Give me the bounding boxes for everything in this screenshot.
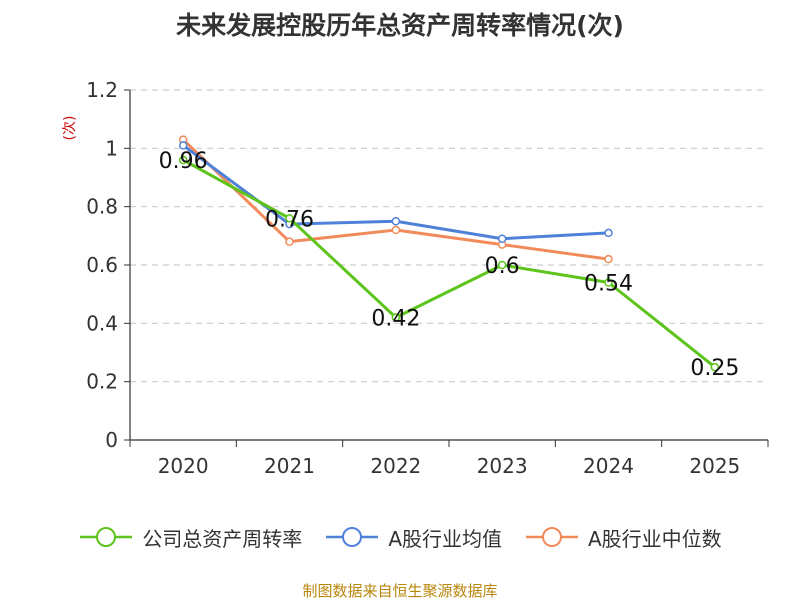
x-tick-label: 2025 [689,454,740,478]
series-line-0 [182,158,716,369]
legend: 公司总资产周转率 A股行业均值 A股行业中位数 [0,520,800,554]
legend-label: A股行业中位数 [588,526,722,551]
legend-item-0[interactable]: 公司总资产周转率 [78,523,302,552]
data-label: 0.42 [371,307,420,332]
series-2-point[interactable] [604,254,613,264]
series-1-point[interactable] [497,234,507,243]
legend-swatch [80,527,133,547]
x-tick-label: 2020 [158,454,209,478]
y-tick-label: 0.2 [86,370,118,394]
legend-item-2[interactable]: A股行业中位数 [524,523,722,552]
y-tick-label: 1.2 [86,78,118,102]
series-1-point[interactable] [178,141,188,150]
chart-plot-area: 0 0.2 0.4 0.6 0.8 1 1.2 2020 2021 2022 2023 2024 202… [62,78,769,478]
x-tick-label: 2024 [583,454,634,478]
x-tick-label: 2023 [477,454,528,478]
y-tick-label: 1 [105,136,118,160]
data-labels: 0.96 0.76 0.42 0.6 0.54 0.25 [159,149,740,381]
y-tick-label: 0 [105,428,118,452]
series-0-point[interactable] [178,155,188,165]
chart-title: 未来发展控股历年总资产周转率情况(次) [176,11,624,40]
series-0-point[interactable] [497,260,507,270]
data-label: 0.96 [159,149,208,174]
series-1-point[interactable] [391,217,401,226]
legend-label: 公司总资产周转率 [142,526,303,551]
legend-label: A股行业均值 [388,526,502,551]
series-1-point[interactable] [604,228,613,238]
series-0-point[interactable] [285,214,294,223]
axes: 0 0.2 0.4 0.6 0.8 1 1.2 2020 2021 2022 2023 2024 202… [86,78,769,478]
series-2-point[interactable] [285,237,294,246]
legend-swatch [526,527,578,547]
y-tick-label: 0.8 [86,195,118,219]
series-lines [178,135,720,372]
series-0-point[interactable] [604,278,613,287]
series-2-point[interactable] [391,225,401,235]
series-line-2 [182,138,609,261]
data-label: 0.76 [265,207,314,232]
data-label: 0.6 [485,254,520,279]
source-note: 制图数据来自恒生聚源数据库 [302,582,498,600]
data-label: 0.54 [584,272,633,297]
series-0-point[interactable] [710,362,720,372]
y-axis-label: (次) [62,116,78,141]
x-tick-label: 2021 [264,454,315,478]
y-tick-label: 0.6 [86,253,118,277]
y-tick-label: 0.4 [86,311,118,335]
x-tick-label: 2022 [370,454,421,478]
series-0-point[interactable] [391,313,401,322]
legend-swatch [326,527,379,547]
data-label: 0.25 [690,356,739,381]
legend-item-1[interactable]: A股行业均值 [324,523,502,552]
